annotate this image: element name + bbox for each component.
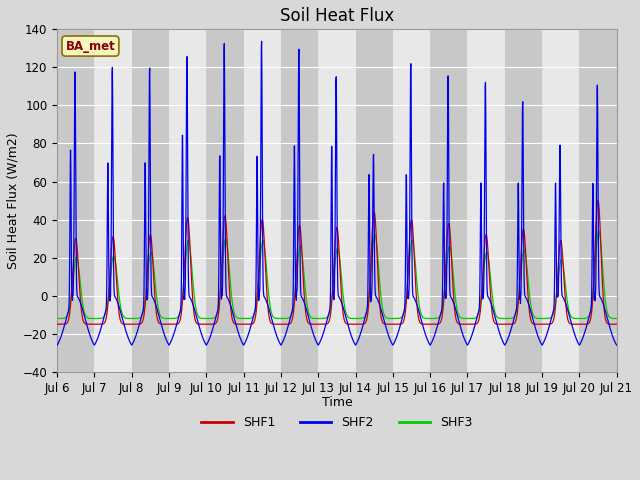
SHF2 — [612, 342, 620, 348]
Bar — [579, 29, 616, 372]
SHF1 — [612, 321, 620, 327]
Y-axis label: Soil Heat Flux (W/m2): Soil Heat Flux (W/m2) — [7, 132, 20, 269]
SHF3 — [563, 299, 571, 304]
SHF2 — [579, 335, 587, 341]
SHF1 — [209, 321, 217, 327]
SHF2 — [353, 339, 361, 345]
SHF2 — [500, 340, 508, 346]
Bar — [206, 29, 244, 372]
Text: BA_met: BA_met — [65, 39, 115, 52]
SHF2 — [258, 38, 266, 44]
Bar — [505, 29, 542, 372]
Title: Soil Heat Flux: Soil Heat Flux — [280, 7, 394, 25]
Legend: SHF1, SHF2, SHF3: SHF1, SHF2, SHF3 — [196, 411, 477, 434]
SHF2 — [209, 324, 217, 330]
SHF2 — [53, 342, 61, 348]
SHF2 — [365, 196, 373, 202]
SHF1 — [563, 314, 571, 320]
SHF1 — [538, 321, 546, 327]
SHF3 — [579, 316, 587, 322]
SHF1 — [579, 321, 587, 327]
SHF3 — [365, 291, 373, 297]
Line: SHF1: SHF1 — [57, 201, 616, 324]
Bar — [281, 29, 318, 372]
SHF2 — [563, 306, 571, 312]
SHF3 — [538, 316, 546, 322]
SHF1 — [353, 321, 361, 327]
Line: SHF3: SHF3 — [57, 231, 616, 319]
SHF3 — [612, 316, 620, 322]
SHF1 — [53, 321, 61, 327]
X-axis label: Time: Time — [321, 396, 352, 409]
SHF3 — [53, 316, 61, 322]
Line: SHF2: SHF2 — [57, 41, 616, 345]
SHF1 — [594, 198, 602, 204]
Bar — [132, 29, 169, 372]
SHF3 — [353, 316, 361, 322]
Bar — [356, 29, 393, 372]
SHF3 — [209, 315, 217, 321]
SHF3 — [499, 316, 507, 322]
SHF1 — [499, 321, 507, 327]
SHF3 — [595, 228, 602, 234]
Bar — [57, 29, 95, 372]
Bar — [430, 29, 467, 372]
SHF1 — [365, 295, 373, 301]
